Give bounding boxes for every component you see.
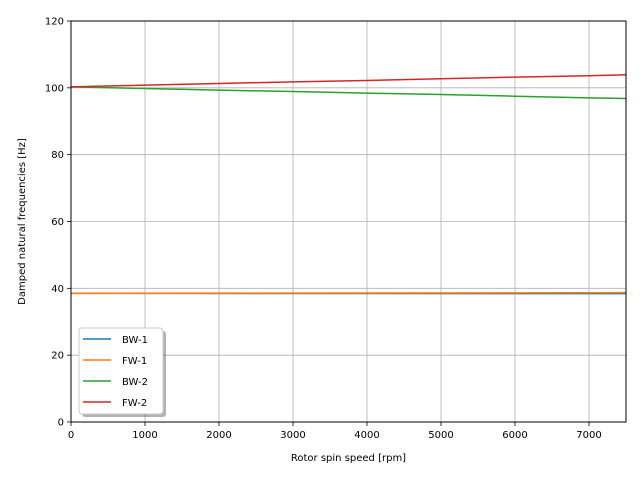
y-tick-label: 40 [51,284,64,295]
series-line-bw-2 [70,86,627,100]
x-tick-label: 5000 [428,430,453,441]
y-tick-label: 120 [45,17,64,28]
x-tick-label: 3000 [280,430,305,441]
legend-label: FW-1 [122,356,147,367]
x-tick-label: 0 [68,430,74,441]
y-tick-label: 20 [51,351,64,362]
y-tick-label: 80 [51,150,64,161]
x-tick-label: 6000 [502,430,527,441]
x-tick-label: 2000 [206,430,231,441]
legend-label: FW-2 [122,398,147,409]
legend-label: BW-1 [122,335,148,346]
series-line-fw-1 [70,291,627,295]
series-line-fw-2 [70,74,627,88]
y-tick-label: 60 [51,217,64,228]
axis-ticks: 0 1000 2000 3000 4000 5000 6000 7000 0 20 40 60 80 10… [45,17,602,442]
series-lines [70,74,627,295]
legend-label: BW-2 [122,377,148,388]
legend: BW-1 FW-1 BW-2 FW-2 [78,327,166,417]
y-axis-label: Damped natural frequencies [Hz] [17,138,28,305]
x-axis-label: Rotor spin speed [rpm] [291,453,406,464]
x-tick-label: 7000 [576,430,601,441]
y-tick-label: 0 [58,418,64,429]
x-tick-label: 4000 [354,430,379,441]
grid [70,20,626,423]
legend-box [78,327,164,415]
x-tick-label: 1000 [132,430,157,441]
y-tick-label: 100 [45,83,64,94]
